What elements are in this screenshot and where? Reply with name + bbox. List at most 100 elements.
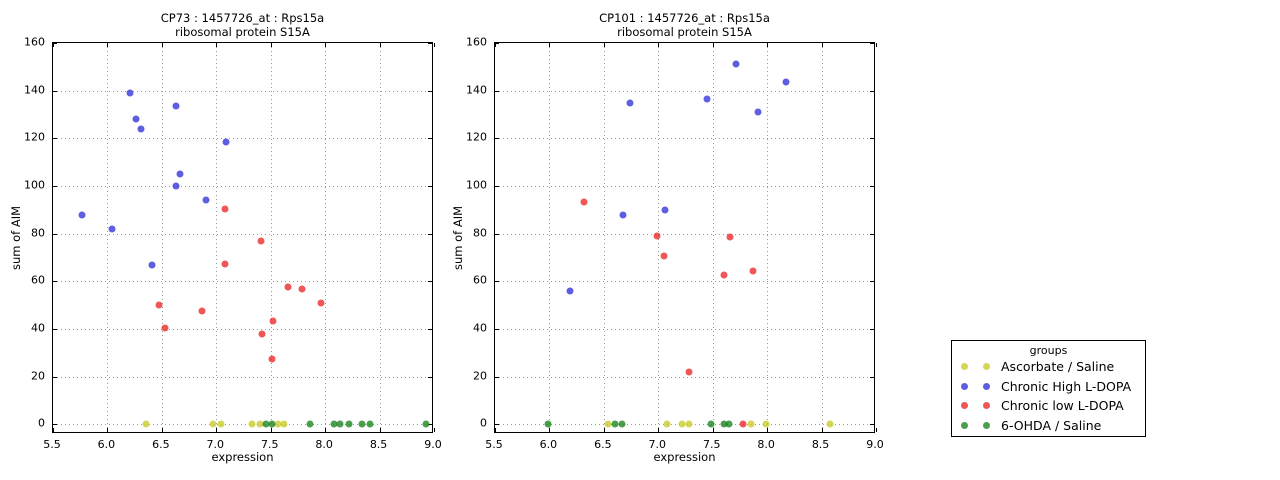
y-tick-label: 60 <box>473 273 487 287</box>
data-point <box>685 420 693 428</box>
y-gridline <box>495 186 874 188</box>
data-point <box>726 233 734 241</box>
x-tick-label: 6.0 <box>97 438 116 451</box>
x-tick-label: 9.0 <box>866 438 884 451</box>
x-tick-mark <box>767 43 769 47</box>
x-gridline <box>216 43 218 432</box>
x-tick-mark <box>712 428 714 432</box>
y-tick-label: 160 <box>24 35 45 49</box>
data-point <box>317 299 325 307</box>
data-point <box>725 420 733 428</box>
y-gridline <box>495 233 874 235</box>
data-point <box>155 301 163 309</box>
data-point <box>366 420 374 428</box>
x-gridline <box>107 43 109 432</box>
data-point <box>217 420 225 428</box>
x-tick-mark <box>712 43 714 47</box>
data-point <box>268 420 276 428</box>
y-tick-mark <box>428 233 432 235</box>
y-tick-mark <box>53 186 57 188</box>
data-point <box>221 260 229 268</box>
data-point <box>611 420 619 428</box>
data-point <box>222 138 230 146</box>
x-tick-mark <box>325 428 327 432</box>
data-point <box>202 196 210 204</box>
x-gridline <box>379 43 381 432</box>
x-tick-mark <box>434 43 435 47</box>
x-tick-label: 7.0 <box>206 438 225 451</box>
x-gridline <box>712 43 714 432</box>
data-point <box>256 420 264 428</box>
x-tick-mark <box>107 428 109 432</box>
y-tick-label: 140 <box>24 83 45 97</box>
y-gridline <box>53 138 432 140</box>
data-point <box>269 317 277 325</box>
x-tick-label: 8.0 <box>315 438 333 451</box>
plot-area <box>52 42 435 433</box>
legend-marker-icon <box>983 382 990 390</box>
y-tick-mark <box>428 43 432 44</box>
y-tick-mark <box>870 138 874 140</box>
y-tick-label: 20 <box>473 369 487 383</box>
y-tick-mark <box>870 90 874 92</box>
data-point <box>747 420 755 428</box>
y-tick-mark <box>870 329 874 331</box>
data-point <box>604 420 612 428</box>
plot-title-line1: CP101 : 1457726_at : Rps15a <box>599 11 770 25</box>
legend-title: groups <box>1029 344 1068 357</box>
y-tick-mark <box>428 138 432 140</box>
x-tick-mark <box>216 428 218 432</box>
data-point <box>108 225 116 233</box>
y-tick-mark <box>870 186 874 188</box>
y-tick-mark <box>870 233 874 235</box>
legend-marker-icon <box>983 402 990 410</box>
y-tick-label: 80 <box>31 226 45 240</box>
y-tick-label: 100 <box>466 178 487 192</box>
legend-marker-icon <box>961 402 968 410</box>
data-point <box>142 420 150 428</box>
y-tick-mark <box>495 186 499 188</box>
x-tick-label: 7.0 <box>648 438 667 451</box>
x-tick-mark <box>603 428 605 432</box>
y-tick-mark <box>53 90 57 92</box>
data-point <box>262 420 270 428</box>
data-point <box>732 60 740 68</box>
y-tick-mark <box>495 43 499 44</box>
y-gridline <box>495 281 874 283</box>
legend-label: Chronic High L-DOPA <box>1001 378 1132 394</box>
y-tick-mark <box>53 424 57 426</box>
x-tick-label: 8.0 <box>757 438 775 451</box>
x-tick-mark <box>658 43 660 47</box>
data-point <box>685 368 693 376</box>
y-gridline <box>53 281 432 283</box>
plot-title-line1: CP73 : 1457726_at : Rps15a <box>160 11 325 25</box>
y-tick-label: 140 <box>466 83 487 97</box>
x-tick-label: 5.5 <box>43 438 61 451</box>
x-tick-mark <box>53 428 54 432</box>
y-tick-mark <box>495 233 499 235</box>
legend-entry: 6-OHDA / Saline <box>952 416 1145 436</box>
y-gridline <box>53 424 432 426</box>
data-point <box>618 420 626 428</box>
y-tick-label: 60 <box>31 273 45 287</box>
data-point <box>720 271 728 279</box>
x-gridline <box>270 43 272 432</box>
x-tick-mark <box>53 43 54 47</box>
y-tick-label: 120 <box>24 130 45 144</box>
x-tick-mark <box>876 428 877 432</box>
y-tick-mark <box>428 281 432 283</box>
y-tick-label: 100 <box>24 178 45 192</box>
data-point <box>258 330 266 338</box>
data-point <box>544 420 552 428</box>
x-tick-mark <box>549 43 551 47</box>
x-gridline <box>603 43 605 432</box>
plot-area <box>494 42 877 433</box>
plot-title: CP73 : 1457726_at : Rps15a ribosomal pro… <box>12 11 473 39</box>
y-gridline <box>53 329 432 331</box>
y-tick-mark <box>428 376 432 378</box>
data-point <box>172 182 180 190</box>
x-gridline <box>325 43 327 432</box>
y-tick-mark <box>428 90 432 92</box>
x-tick-mark <box>821 428 823 432</box>
